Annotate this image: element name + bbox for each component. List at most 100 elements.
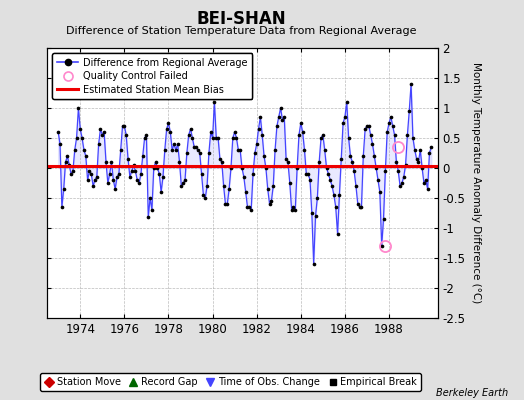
Point bbox=[416, 147, 424, 153]
Point bbox=[146, 195, 154, 201]
Point bbox=[355, 204, 364, 210]
Point bbox=[135, 180, 143, 186]
Point bbox=[330, 192, 338, 198]
Point bbox=[319, 132, 327, 138]
Y-axis label: Monthly Temperature Anomaly Difference (°C): Monthly Temperature Anomaly Difference (… bbox=[471, 62, 481, 304]
Point bbox=[343, 99, 351, 105]
Point bbox=[245, 204, 254, 210]
Point bbox=[133, 177, 141, 183]
Point bbox=[425, 150, 434, 156]
Point bbox=[120, 123, 128, 129]
Point bbox=[264, 186, 272, 192]
Point bbox=[80, 147, 88, 153]
Point bbox=[78, 135, 86, 141]
Point bbox=[261, 165, 270, 171]
Point bbox=[96, 126, 105, 132]
Point bbox=[359, 153, 367, 159]
Point bbox=[201, 195, 210, 201]
Point bbox=[220, 183, 228, 189]
Point bbox=[176, 159, 184, 165]
Point bbox=[166, 129, 174, 135]
Text: Berkeley Earth: Berkeley Earth bbox=[436, 388, 508, 398]
Point bbox=[74, 105, 83, 111]
Point bbox=[195, 150, 204, 156]
Point bbox=[239, 174, 248, 180]
Point bbox=[87, 171, 95, 177]
Point bbox=[310, 261, 318, 267]
Point bbox=[361, 126, 369, 132]
Point bbox=[223, 201, 232, 207]
Point bbox=[286, 180, 294, 186]
Point bbox=[65, 162, 73, 168]
Point bbox=[260, 153, 268, 159]
Point bbox=[293, 165, 301, 171]
Point bbox=[326, 177, 334, 183]
Point bbox=[300, 147, 309, 153]
Point bbox=[407, 81, 415, 87]
Point bbox=[82, 153, 90, 159]
Point bbox=[85, 168, 94, 174]
Point bbox=[177, 183, 185, 189]
Point bbox=[107, 159, 116, 165]
Point bbox=[170, 141, 178, 147]
Text: Difference of Station Temperature Data from Regional Average: Difference of Station Temperature Data f… bbox=[66, 26, 416, 36]
Point bbox=[172, 147, 180, 153]
Point bbox=[388, 123, 397, 129]
Point bbox=[231, 129, 239, 135]
Point bbox=[109, 177, 117, 183]
Point bbox=[232, 135, 241, 141]
Point bbox=[183, 150, 191, 156]
Point bbox=[238, 165, 246, 171]
Point bbox=[339, 120, 347, 126]
Point bbox=[151, 159, 160, 165]
Point bbox=[352, 183, 360, 189]
Point bbox=[427, 144, 435, 150]
Point bbox=[377, 243, 386, 249]
Point bbox=[354, 201, 362, 207]
Point bbox=[398, 180, 406, 186]
Point bbox=[102, 159, 110, 165]
Point bbox=[164, 120, 172, 126]
Point bbox=[423, 186, 432, 192]
Point bbox=[321, 147, 329, 153]
Point bbox=[405, 108, 413, 114]
Point bbox=[190, 144, 199, 150]
Point bbox=[278, 117, 287, 123]
Point bbox=[225, 186, 233, 192]
Point bbox=[89, 183, 97, 189]
Point bbox=[291, 207, 300, 213]
Point bbox=[253, 141, 261, 147]
Point bbox=[271, 147, 279, 153]
Point bbox=[409, 135, 417, 141]
Point bbox=[403, 132, 411, 138]
Point bbox=[250, 150, 259, 156]
Point bbox=[56, 141, 64, 147]
Point bbox=[228, 135, 237, 141]
Point bbox=[71, 147, 79, 153]
Point bbox=[306, 177, 314, 183]
Point bbox=[414, 159, 423, 165]
Point bbox=[394, 168, 402, 174]
Point bbox=[243, 204, 252, 210]
Point bbox=[344, 135, 353, 141]
Point bbox=[76, 126, 84, 132]
Point bbox=[411, 147, 419, 153]
Point bbox=[280, 114, 288, 120]
Point bbox=[317, 135, 325, 141]
Point bbox=[390, 132, 399, 138]
Point bbox=[179, 180, 188, 186]
Point bbox=[129, 162, 138, 168]
Point bbox=[276, 105, 285, 111]
Point bbox=[322, 165, 331, 171]
Point bbox=[332, 204, 340, 210]
Point bbox=[153, 165, 161, 171]
Point bbox=[272, 123, 281, 129]
Point bbox=[63, 153, 72, 159]
Point bbox=[227, 165, 235, 171]
Point bbox=[168, 147, 177, 153]
Point bbox=[341, 114, 349, 120]
Point bbox=[249, 171, 257, 177]
Point bbox=[350, 168, 358, 174]
Point bbox=[313, 195, 322, 201]
Point bbox=[149, 165, 158, 171]
